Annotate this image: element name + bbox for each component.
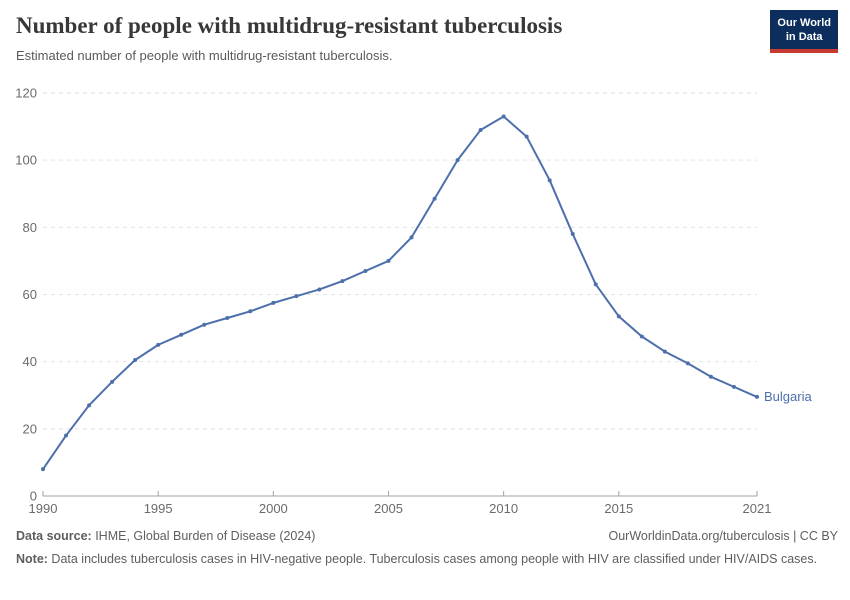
data-point[interactable] bbox=[271, 300, 276, 305]
data-point[interactable] bbox=[386, 258, 391, 263]
data-point[interactable] bbox=[87, 403, 92, 408]
data-point[interactable] bbox=[317, 287, 322, 292]
data-point[interactable] bbox=[501, 114, 506, 119]
y-axis-label: 20 bbox=[23, 421, 37, 436]
data-source-line: Data source: IHME, Global Burden of Dise… bbox=[16, 529, 315, 543]
x-axis-label: 2005 bbox=[374, 501, 403, 516]
line-chart: 0 20 40 60 80 100 120 1990 1995 2000 2005 2010 2015 2… bbox=[15, 86, 812, 517]
note-line: Note: Data includes tuberculosis cases i… bbox=[16, 550, 838, 569]
data-line[interactable] bbox=[42, 115, 758, 471]
data-point[interactable] bbox=[248, 309, 253, 314]
y-axis-label: 40 bbox=[23, 354, 37, 369]
data-point[interactable] bbox=[685, 361, 690, 366]
y-axis-label: 60 bbox=[23, 287, 37, 302]
data-source-text: IHME, Global Burden of Disease (2024) bbox=[91, 529, 316, 543]
data-point[interactable] bbox=[340, 279, 345, 284]
owid-logo-line1: Our World bbox=[777, 17, 831, 29]
data-point[interactable] bbox=[731, 384, 736, 389]
data-point[interactable] bbox=[708, 374, 713, 379]
chart-area: 0 20 40 60 80 100 120 1990 1995 2000 2005 2010 2015 2… bbox=[0, 75, 850, 530]
data-point[interactable] bbox=[524, 134, 529, 139]
entity-label[interactable]: Bulgaria bbox=[764, 389, 812, 404]
owid-link[interactable]: OurWorldinData.org/tuberculosis | CC BY bbox=[608, 529, 839, 543]
y-axis-label: 0 bbox=[30, 489, 37, 504]
chart-footer: Data source: IHME, Global Burden of Dise… bbox=[16, 529, 838, 569]
data-point[interactable] bbox=[363, 268, 368, 273]
data-point[interactable] bbox=[110, 379, 115, 384]
x-axis-label: 2010 bbox=[489, 501, 518, 516]
note-text: Data includes tuberculosis cases in HIV-… bbox=[47, 552, 818, 566]
data-point[interactable] bbox=[156, 342, 161, 347]
x-axis-label: 2000 bbox=[259, 501, 288, 516]
y-axis-label: 120 bbox=[15, 86, 37, 101]
data-point[interactable] bbox=[179, 332, 184, 337]
data-source-label: Data source: bbox=[16, 529, 92, 543]
data-point[interactable] bbox=[455, 158, 460, 163]
chart-header: Number of people with multidrug-resistan… bbox=[16, 12, 746, 63]
data-point[interactable] bbox=[41, 467, 45, 472]
chart-subtitle: Estimated number of people with multidru… bbox=[16, 47, 393, 63]
data-point[interactable] bbox=[409, 235, 414, 240]
data-point[interactable] bbox=[133, 357, 138, 362]
page-title: Number of people with multidrug-resistan… bbox=[16, 13, 563, 38]
x-axis-label: 2021 bbox=[743, 501, 772, 516]
data-point[interactable] bbox=[547, 178, 552, 183]
x-axis-label: 2015 bbox=[604, 501, 633, 516]
data-point[interactable] bbox=[570, 232, 575, 237]
data-point[interactable] bbox=[662, 349, 667, 354]
y-axis-label: 80 bbox=[23, 220, 37, 235]
data-point[interactable] bbox=[64, 433, 69, 438]
data-point[interactable] bbox=[294, 294, 299, 299]
owid-logo[interactable]: Our World in Data bbox=[770, 10, 838, 53]
note-label: Note: bbox=[16, 552, 48, 566]
x-axis-label: 1990 bbox=[29, 501, 58, 516]
owid-logo-line2: in Data bbox=[785, 31, 823, 44]
data-point[interactable] bbox=[639, 334, 644, 339]
data-point[interactable] bbox=[202, 322, 207, 327]
data-point[interactable] bbox=[755, 394, 759, 399]
data-point[interactable] bbox=[616, 314, 621, 319]
data-point[interactable] bbox=[593, 282, 598, 287]
data-point[interactable] bbox=[432, 196, 437, 201]
data-point[interactable] bbox=[225, 316, 230, 321]
data-point[interactable] bbox=[478, 127, 483, 132]
x-axis-label: 1995 bbox=[144, 501, 173, 516]
y-axis-label: 100 bbox=[15, 153, 37, 168]
